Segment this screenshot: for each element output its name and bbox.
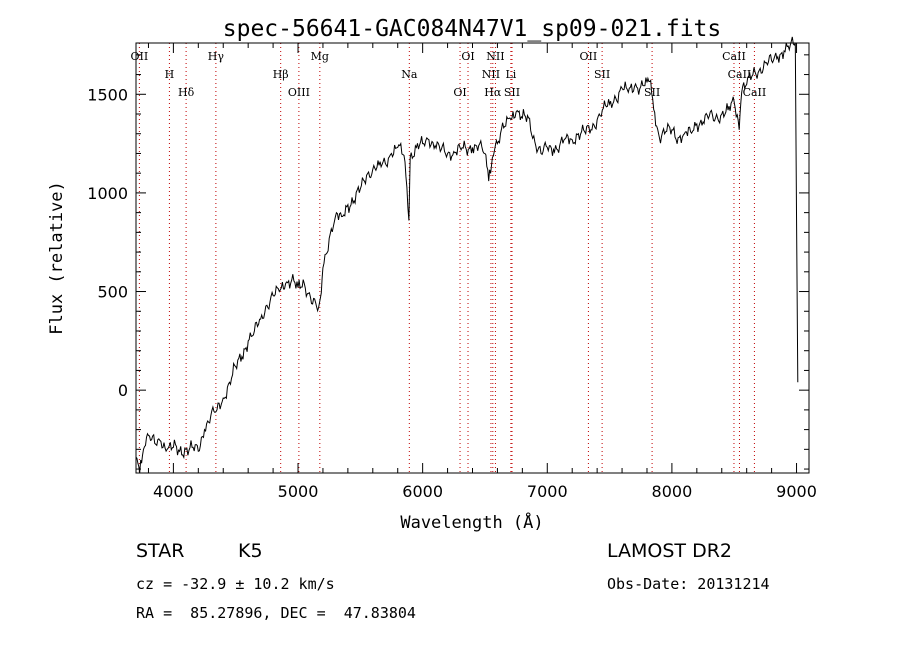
x-tick-label: 8000 (652, 482, 693, 501)
spectral-line-label: SII (504, 86, 520, 99)
y-axis-label: Flux (relative) (47, 181, 67, 335)
spectral-line-label: OII (580, 50, 598, 63)
chart-title: spec-56641-GAC084N47V1_sp09-021.fits (223, 16, 722, 42)
spectral-line-label: Mg (311, 50, 329, 63)
y-axis-ticks: 0 500 1000 1500 (87, 55, 809, 469)
spectrum-chart: spec-56641-GAC084N47V1_sp09-021.fits OII… (0, 0, 900, 650)
x-axis-label: Wavelength (Å) (400, 511, 543, 533)
spectral-line-label: Hδ (178, 86, 195, 99)
spectral-line-label: NII (486, 50, 504, 63)
spectral-line-label: NII (482, 68, 500, 81)
object-subclass: K5 (238, 540, 263, 562)
spectral-line-label: Li (505, 68, 516, 81)
spectral-line-label: OIII (288, 86, 310, 99)
y-tick-label: 1000 (87, 184, 128, 203)
x-tick-label: 7000 (527, 482, 568, 501)
spectral-line-labels: OIIHHδHγHβOIIIMgNaOIOINIIHαNIILiSIIOIISI… (131, 50, 767, 99)
survey-name: LAMOST DR2 (607, 540, 732, 562)
spectral-line-label: Hγ (208, 50, 225, 63)
object-class: STAR (136, 540, 184, 562)
spectrum-curve (136, 37, 798, 473)
spectral-line-label: OII (131, 50, 149, 63)
spectral-line-label: CaII (743, 86, 767, 99)
spectral-line-label: OI (453, 86, 466, 99)
redshift-velocity: cz = -32.9 ± 10.2 km/s (136, 575, 335, 593)
spectral-line-label: CaII (722, 50, 746, 63)
x-tick-label: 6000 (402, 482, 443, 501)
y-tick-label: 0 (118, 381, 128, 400)
spectral-line-label: OI (461, 50, 474, 63)
coordinates: RA = 85.27896, DEC = 47.83804 (136, 604, 416, 622)
spectral-line-label: Hβ (273, 68, 289, 81)
y-tick-label: 500 (97, 283, 128, 302)
x-tick-label: 9000 (776, 482, 817, 501)
spectral-line-label: H (165, 68, 175, 81)
y-tick-label: 1500 (87, 85, 128, 104)
x-axis-ticks: 4000 5000 6000 7000 8000 9000 (148, 43, 816, 501)
spectral-line-label: Hα (484, 86, 502, 99)
spectral-line-label: SII (594, 68, 610, 81)
spectral-line-markers (139, 43, 754, 473)
x-tick-label: 4000 (153, 482, 194, 501)
x-tick-label: 5000 (278, 482, 319, 501)
observation-date: Obs-Date: 20131214 (607, 575, 770, 593)
spectral-line-label: Na (401, 68, 418, 81)
plot-frame (136, 43, 809, 473)
